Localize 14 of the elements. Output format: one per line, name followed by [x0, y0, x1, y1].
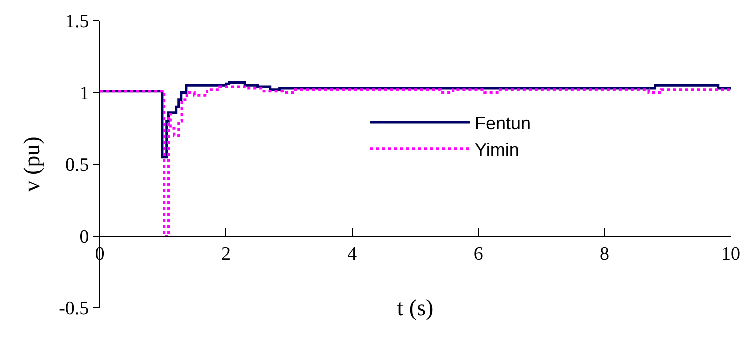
y-tick-label: 1	[80, 83, 90, 104]
series-label: Fentun	[475, 114, 532, 134]
x-tick-label: 10	[722, 244, 740, 266]
x-axis-title: t (s)	[397, 296, 434, 321]
y-tick-label: -0.5	[59, 298, 90, 320]
y-tick-label: 0.5	[65, 155, 90, 176]
y-tick-label: 1.5	[65, 12, 90, 33]
x-tick-label: 6	[474, 244, 484, 266]
y-tick-label: 0	[80, 226, 90, 248]
x-tick-label: 2	[221, 244, 231, 266]
text: Yimin	[475, 140, 520, 160]
x-tick-label: 4	[348, 244, 358, 266]
x-tick-label: 8	[600, 244, 610, 266]
y-axis-title: v (pu)	[20, 136, 45, 192]
